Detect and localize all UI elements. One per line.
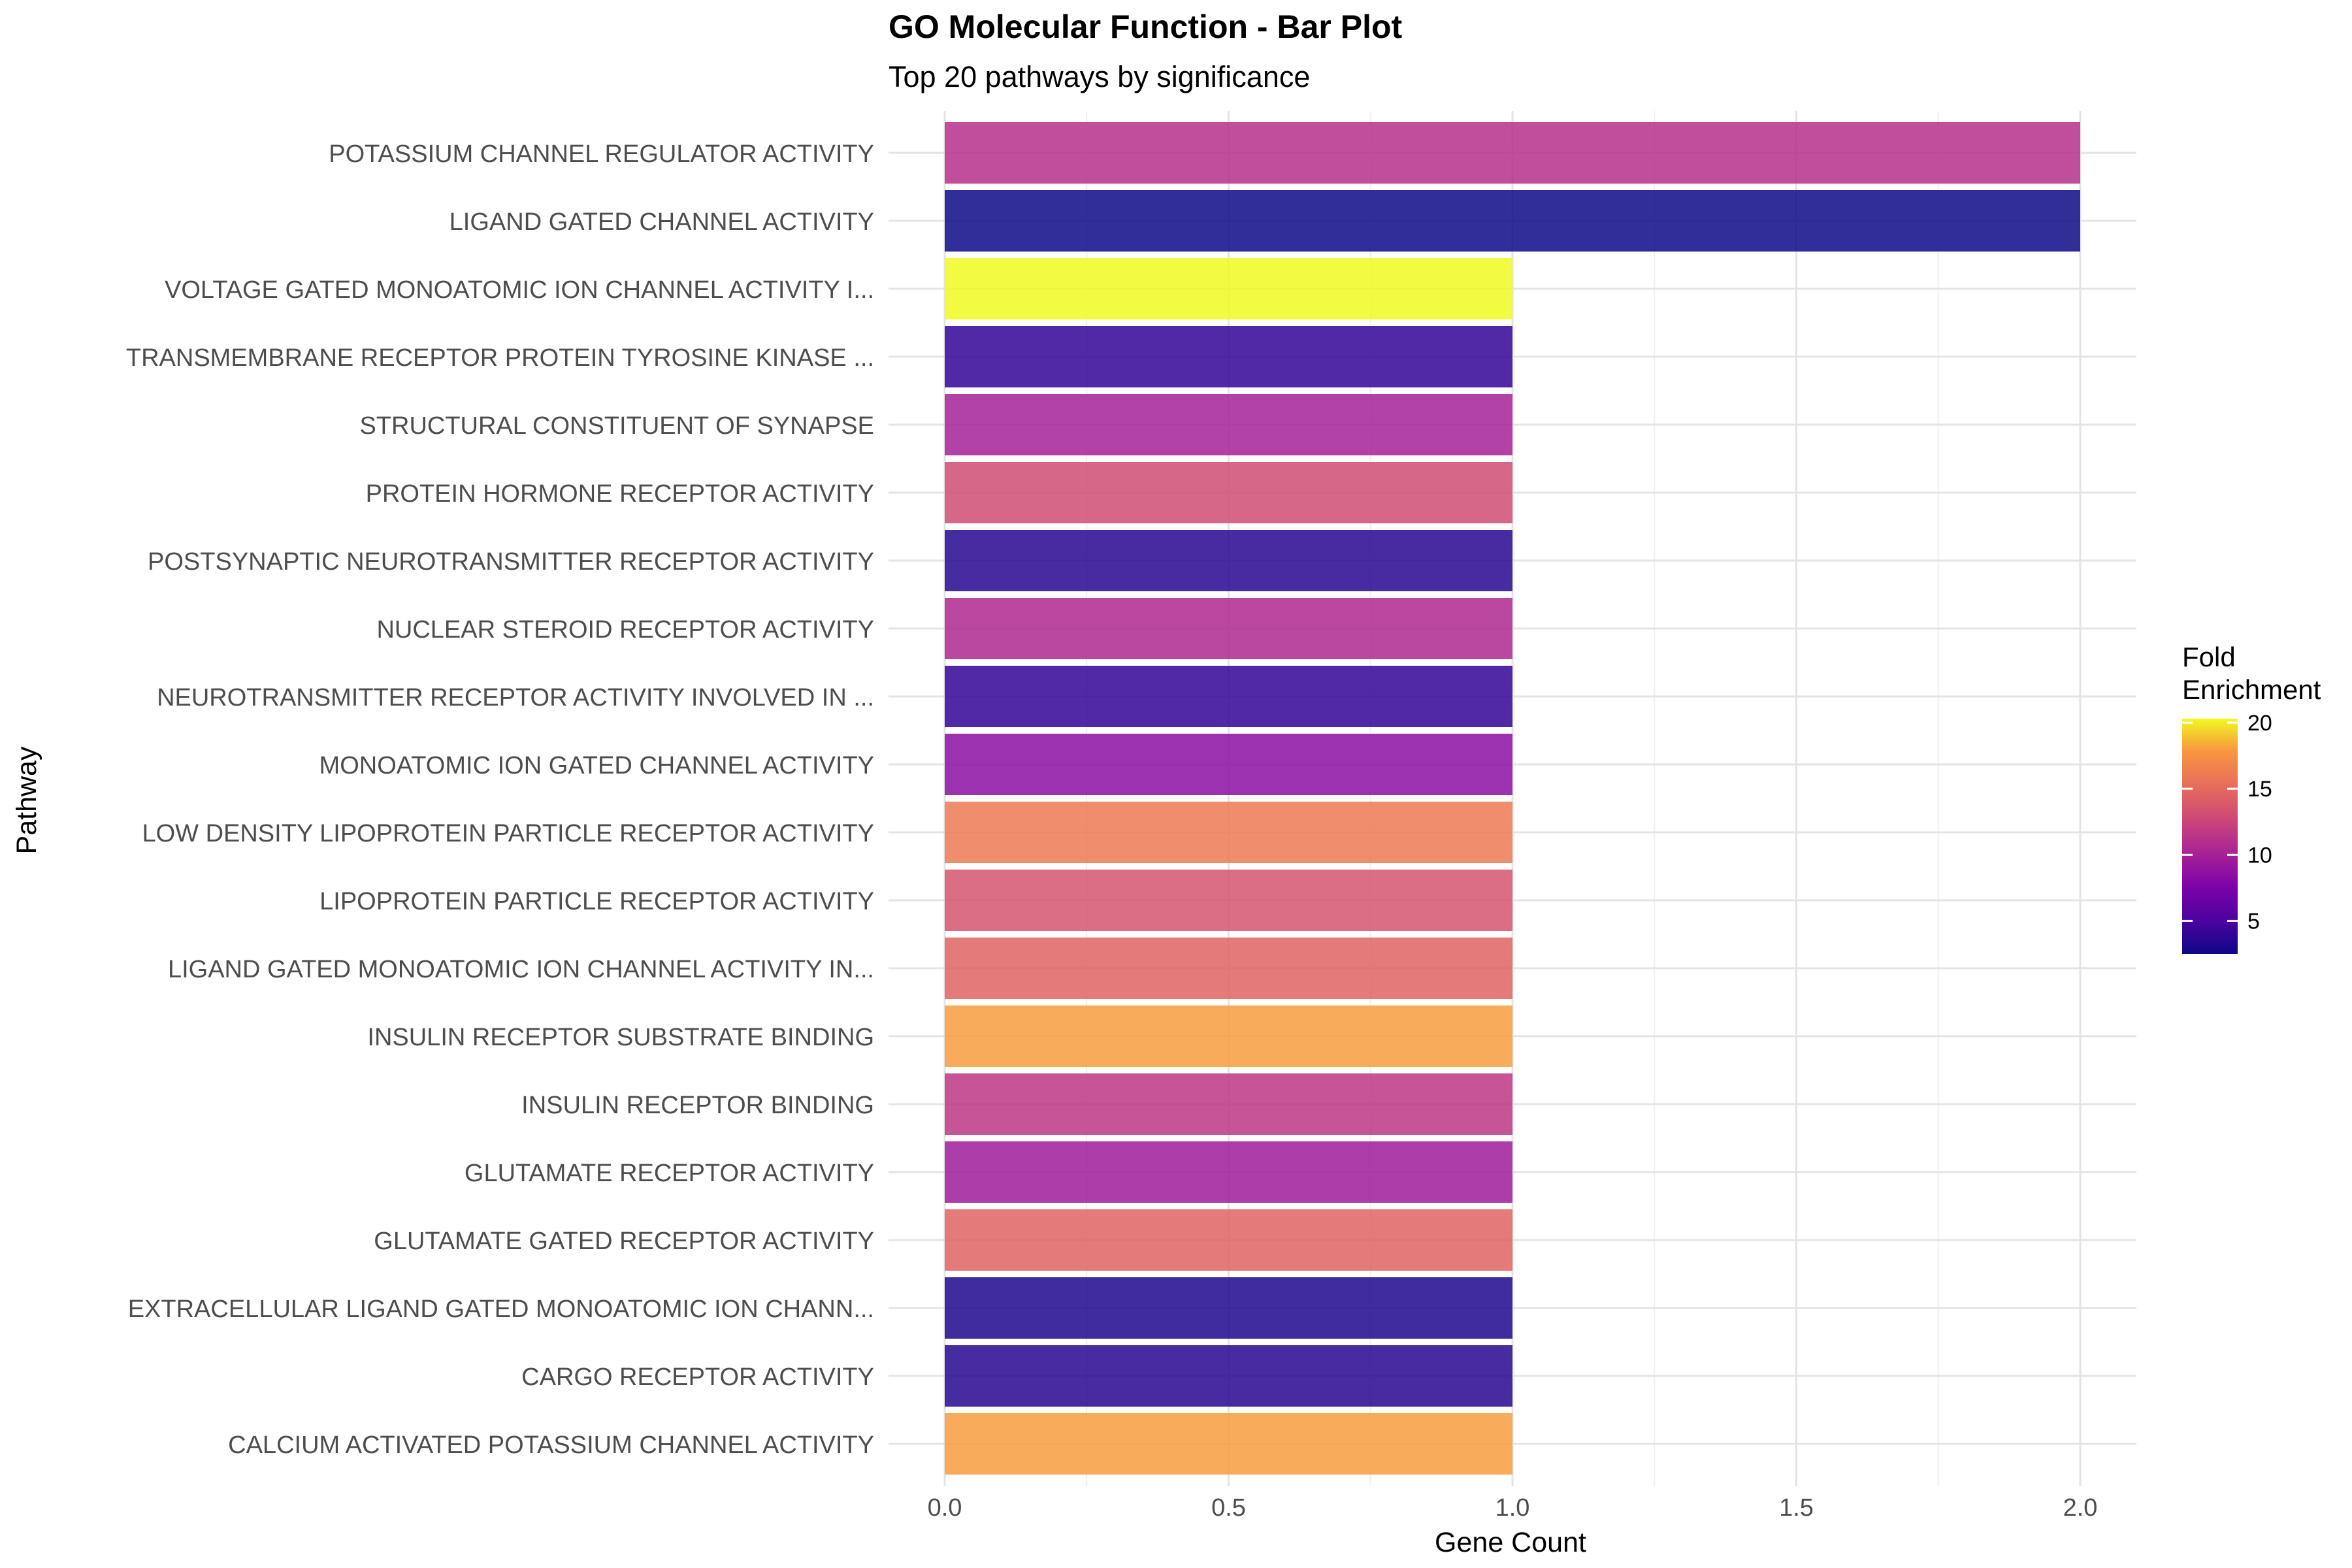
bar — [945, 1005, 1512, 1067]
bar — [945, 1277, 1512, 1339]
y-tick-label: NEUROTRANSMITTER RECEPTOR ACTIVITY INVOL… — [157, 684, 874, 711]
y-tick-label: TRANSMEMBRANE RECEPTOR PROTEIN TYROSINE … — [126, 344, 874, 372]
legend-tick-label: 20 — [2247, 711, 2272, 736]
bar — [945, 1073, 1512, 1135]
legend-title-line1: Fold — [2182, 642, 2236, 672]
bar — [945, 938, 1512, 999]
legend-tick-label: 15 — [2247, 777, 2272, 802]
bar — [945, 870, 1512, 931]
y-tick-label: PROTEIN HORMONE RECEPTOR ACTIVITY — [366, 480, 874, 508]
legend-ticks: 20 15 10 5 — [2182, 711, 2272, 934]
legend-title-line2: Enrichment — [2182, 674, 2321, 705]
y-tick-label: CARGO RECEPTOR ACTIVITY — [521, 1364, 874, 1391]
bar — [945, 1209, 1512, 1271]
bar — [945, 1413, 1512, 1475]
x-tick-label: 2.0 — [2063, 1494, 2098, 1522]
y-tick-label: POTASSIUM CHANNEL REGULATOR ACTIVITY — [329, 140, 874, 168]
bar — [945, 598, 1512, 659]
bar — [945, 122, 2080, 184]
x-tick-label: 0.5 — [1211, 1494, 1246, 1522]
bar — [945, 258, 1512, 319]
y-tick-label: GLUTAMATE GATED RECEPTOR ACTIVITY — [374, 1228, 874, 1255]
bars — [945, 122, 2080, 1475]
y-tick-label: STRUCTURAL CONSTITUENT OF SYNAPSE — [359, 412, 874, 440]
x-axis-title: Gene Count — [1435, 1527, 1586, 1558]
bar — [945, 326, 1512, 387]
bar — [945, 1345, 1512, 1407]
bar — [945, 530, 1512, 591]
y-tick-label: CALCIUM ACTIVATED POTASSIUM CHANNEL ACTI… — [228, 1431, 874, 1459]
y-tick-label: LIPOPROTEIN PARTICLE RECEPTOR ACTIVITY — [319, 888, 874, 915]
x-tick-label: 1.0 — [1495, 1494, 1530, 1522]
y-tick-labels: POTASSIUM CHANNEL REGULATOR ACTIVITY LIGA… — [126, 140, 874, 1459]
y-tick-label: GLUTAMATE RECEPTOR ACTIVITY — [465, 1160, 874, 1187]
legend: Fold Enrichment 20 15 10 5 — [2182, 642, 2321, 954]
bar — [945, 802, 1512, 863]
y-tick-label: LIGAND GATED CHANNEL ACTIVITY — [449, 208, 874, 236]
x-tick-label: 1.5 — [1779, 1494, 1814, 1522]
chart-title: GO Molecular Function - Bar Plot — [889, 8, 1403, 45]
chart-subtitle: Top 20 pathways by significance — [889, 60, 1311, 93]
y-tick-label: POSTSYNAPTIC NEUROTRANSMITTER RECEPTOR A… — [148, 548, 874, 576]
y-axis-title: Pathway — [11, 746, 42, 854]
bar — [945, 190, 2080, 252]
x-tick-label: 0.0 — [928, 1494, 962, 1522]
bar — [945, 734, 1512, 795]
x-tick-labels: 0.0 0.5 1.0 1.5 2.0 — [928, 1494, 2098, 1522]
y-tick-label: LIGAND GATED MONOATOMIC ION CHANNEL ACTI… — [168, 956, 874, 983]
y-tick-label: MONOATOMIC ION GATED CHANNEL ACTIVITY — [319, 752, 874, 779]
bar — [945, 1141, 1512, 1203]
bar — [945, 462, 1512, 523]
bar — [945, 394, 1512, 455]
legend-tick-label: 5 — [2247, 909, 2260, 934]
y-tick-label: INSULIN RECEPTOR BINDING — [521, 1092, 874, 1119]
y-tick-label: NUCLEAR STEROID RECEPTOR ACTIVITY — [376, 616, 874, 644]
y-tick-label: LOW DENSITY LIPOPROTEIN PARTICLE RECEPTO… — [142, 820, 874, 847]
legend-colorbar — [2182, 719, 2238, 954]
y-tick-label: INSULIN RECEPTOR SUBSTRATE BINDING — [367, 1024, 874, 1051]
legend-tick-label: 10 — [2247, 843, 2272, 868]
y-tick-label: VOLTAGE GATED MONOATOMIC ION CHANNEL ACT… — [165, 276, 874, 304]
y-tick-label: EXTRACELLULAR LIGAND GATED MONOATOMIC IO… — [128, 1296, 874, 1323]
bar — [945, 666, 1512, 727]
